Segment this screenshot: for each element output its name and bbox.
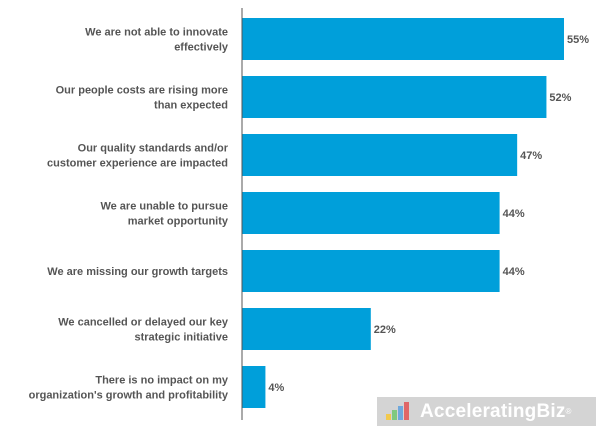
category-label-2: Our people costs are rising more than exp… [56, 85, 228, 112]
bar-6 [242, 308, 371, 350]
category-label-line: We are not able to innovate [85, 27, 228, 39]
value-label-1: 55% [567, 34, 589, 46]
bar-4 [242, 192, 500, 234]
bar-1 [242, 18, 564, 60]
category-label-line: We are missing our growth targets [47, 266, 228, 278]
category-label-line: market opportunity [128, 216, 229, 228]
category-label-line: than expected [154, 100, 228, 112]
category-label-line: strategic initiative [134, 332, 228, 344]
bar-7 [242, 366, 266, 408]
category-label-3: Our quality standards and/or customer exp… [47, 143, 229, 170]
category-labels-layer: We are not able to innovate effectively Ou… [29, 27, 229, 402]
category-label-4: We are unable to pursue market opportunit… [100, 201, 228, 228]
value-label-3: 47% [520, 150, 542, 162]
category-label-line: We are unable to pursue [100, 201, 228, 213]
value-label-5: 44% [503, 266, 525, 278]
registered-mark: ® [565, 407, 572, 416]
category-label-line: effectively [174, 42, 229, 54]
value-label-6: 22% [374, 324, 396, 336]
bar-5 [242, 250, 500, 292]
category-label-line: There is no impact on my [95, 375, 229, 387]
category-label-1: We are not able to innovate effectively [85, 27, 229, 54]
value-label-2: 52% [549, 92, 571, 104]
category-label-7: There is no impact on my organization's g… [29, 375, 229, 402]
category-label-6: We cancelled or delayed our key strategic… [58, 317, 229, 344]
bar-2 [242, 76, 547, 118]
accelerating-biz-watermark: AcceleratingBiz ® [377, 397, 596, 426]
category-label-line: organization's growth and profitability [29, 390, 229, 402]
category-label-line: customer experience are impacted [47, 158, 228, 170]
bars-layer [242, 18, 564, 408]
watermark-text: AcceleratingBiz [420, 400, 566, 422]
bar-growth-logo-icon [386, 401, 414, 422]
category-label-line: Our quality standards and/or [78, 143, 229, 155]
value-label-4: 44% [503, 208, 525, 220]
value-label-7: 4% [268, 382, 284, 394]
category-label-line: Our people costs are rising more [56, 85, 228, 97]
bar-3 [242, 134, 518, 176]
value-labels-layer: 55% 52% 47% 44% 44% 22% 4% [268, 34, 589, 394]
category-label-line: We cancelled or delayed our key [58, 317, 229, 329]
category-label-5: We are missing our growth targets [47, 266, 228, 278]
